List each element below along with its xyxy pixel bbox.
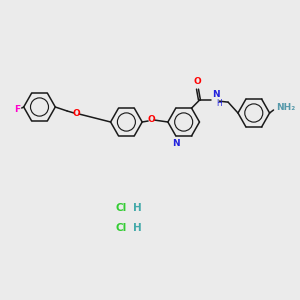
Text: O: O — [194, 77, 201, 86]
Text: NH₂: NH₂ — [277, 103, 296, 112]
Text: N: N — [172, 139, 180, 148]
Text: O: O — [72, 110, 80, 118]
Text: H: H — [133, 203, 142, 213]
Text: N: N — [212, 90, 220, 99]
Text: Cl: Cl — [116, 203, 127, 213]
Text: F: F — [14, 106, 20, 115]
Text: O: O — [147, 116, 155, 124]
Text: H: H — [216, 99, 222, 108]
Text: Cl: Cl — [116, 223, 127, 233]
Text: H: H — [133, 223, 142, 233]
